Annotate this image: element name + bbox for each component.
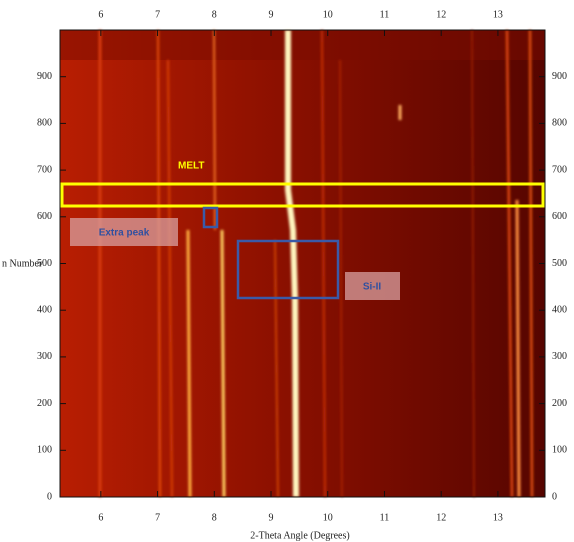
y-tick-label: 700 (37, 164, 52, 175)
y-tick-label-right: 500 (552, 258, 567, 269)
y-tick-label-right: 400 (552, 304, 567, 315)
y-tick-label-right: 600 (552, 211, 567, 222)
x-tick-label: 7 (155, 512, 160, 523)
y-tick-label-right: 100 (552, 445, 567, 456)
axes: 6 6 7 7 8 8 9 9 10 10 11 11 12 12 13 13 0 0 100 100 200 200 30… (37, 9, 567, 523)
x-tick-label: 11 (380, 512, 390, 523)
x-tick-label-top: 10 (323, 9, 333, 20)
melt-box (60, 182, 545, 208)
y-tick-label: 500 (37, 258, 52, 269)
x-tick-label-top: 6 (98, 9, 103, 20)
x-tick-label-top: 11 (380, 9, 390, 20)
y-axis-label: n Number (2, 258, 43, 269)
x-tick-label-top: 8 (212, 9, 217, 20)
y-tick-label: 0 (47, 491, 52, 502)
x-tick-label-top: 7 (155, 9, 160, 20)
heatmap-image (60, 29, 545, 498)
y-tick-label: 800 (37, 118, 52, 129)
x-tick-label: 12 (436, 512, 446, 523)
y-tick-label: 600 (37, 211, 52, 222)
x-tick-label: 9 (269, 512, 274, 523)
si-ii-label-box (345, 272, 400, 300)
y-tick-label: 400 (37, 304, 52, 315)
melt-label: MELT (178, 161, 204, 172)
y-tick-label-right: 900 (552, 71, 567, 82)
x-tick-label-top: 12 (436, 9, 446, 20)
extra-peak-label-box (70, 218, 178, 246)
y-tick-label: 300 (37, 351, 52, 362)
x-tick-label: 10 (323, 512, 333, 523)
x-tick-label-top: 9 (269, 9, 274, 20)
y-tick-label-right: 300 (552, 351, 567, 362)
y-tick-label-right: 800 (552, 118, 567, 129)
y-tick-label: 100 (37, 445, 52, 456)
y-tick-label-right: 200 (552, 398, 567, 409)
si-ii-label: Si-II (363, 282, 382, 293)
x-tick-label-top: 13 (493, 9, 503, 20)
x-tick-label: 8 (212, 512, 217, 523)
x-axis-label: 2-Theta Angle (Degrees) (250, 530, 349, 541)
y-tick-label: 200 (37, 398, 52, 409)
si-ii-box (236, 239, 340, 300)
extra-peak-label: Extra peak (99, 228, 150, 239)
y-tick-label-right: 700 (552, 164, 567, 175)
y-tick-label: 900 (37, 71, 52, 82)
x-tick-label: 6 (98, 512, 103, 523)
y-tick-label-right: 0 (552, 491, 557, 502)
x-tick-label: 13 (493, 512, 503, 523)
extra-peak-box (202, 206, 219, 229)
